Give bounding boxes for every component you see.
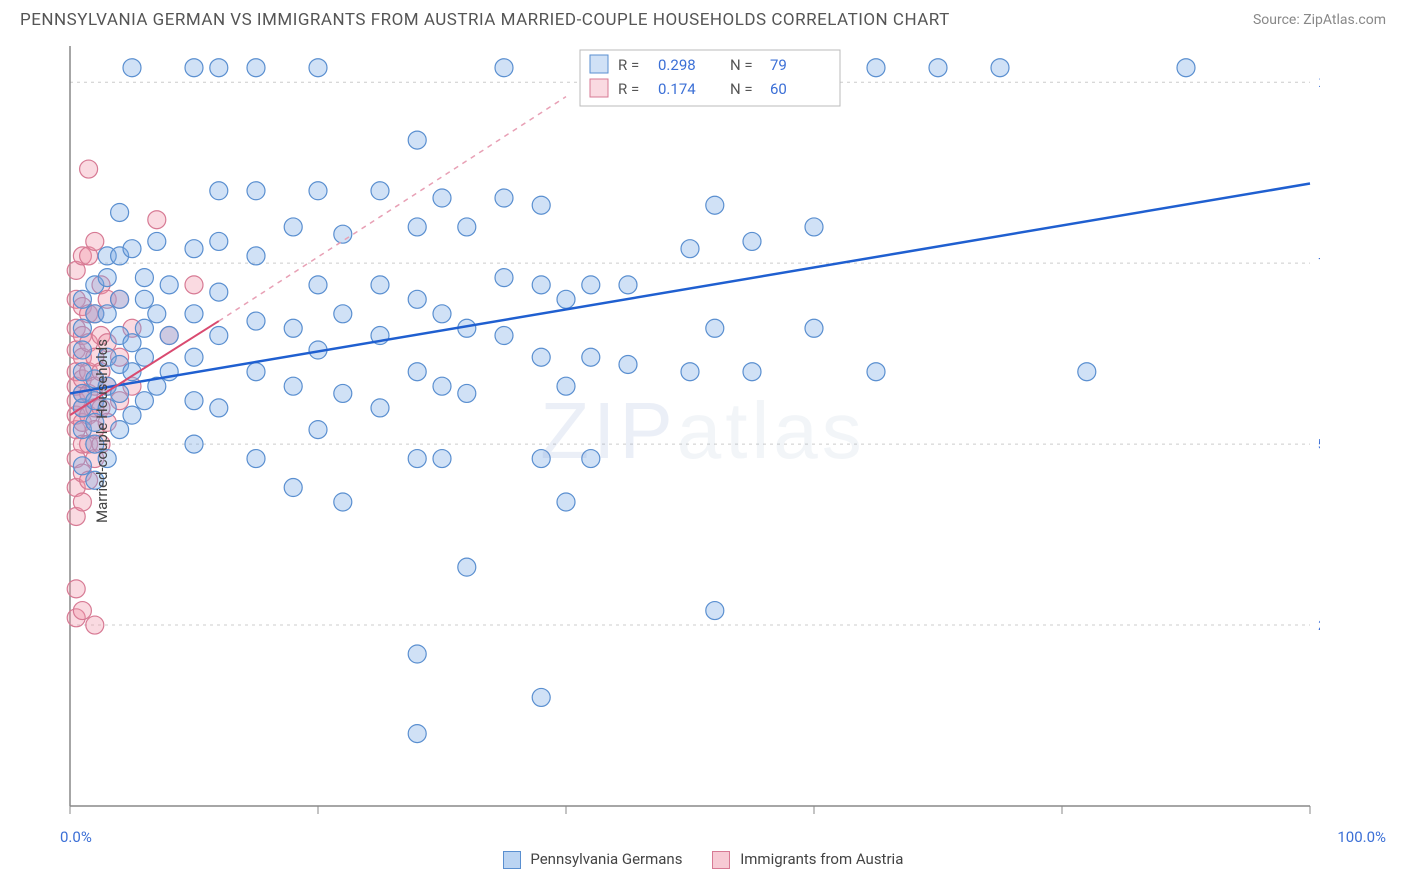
x-axis-labels: 0.0% 100.0% <box>60 828 1386 846</box>
legend-item-austria: Immigrants from Austria <box>712 850 903 869</box>
legend: Pennsylvania Germans Immigrants from Aus… <box>0 850 1406 869</box>
svg-text:N =: N = <box>730 80 753 98</box>
svg-text:R =: R = <box>618 56 639 74</box>
svg-text:75.0%: 75.0% <box>1318 255 1320 272</box>
svg-text:N =: N = <box>730 56 753 74</box>
chart-source: Source: ZipAtlas.com <box>1253 12 1386 28</box>
svg-text:50.0%: 50.0% <box>1318 436 1320 453</box>
chart-header: PENNSYLVANIA GERMAN VS IMMIGRANTS FROM A… <box>0 0 1406 36</box>
svg-text:0.174: 0.174 <box>658 80 696 98</box>
legend-swatch-blue <box>503 851 521 869</box>
chart-title: PENNSYLVANIA GERMAN VS IMMIGRANTS FROM A… <box>20 10 950 30</box>
x-min-label: 0.0% <box>60 828 92 846</box>
svg-text:25.0%: 25.0% <box>1318 617 1320 634</box>
chart-area: Married-couple Households ZIPatlas 25.0%… <box>20 36 1386 826</box>
svg-text:R =: R = <box>618 80 639 98</box>
scatter-chart: 25.0% 50.0% 75.0% 100.0% R = 0.298 N = 79 R = 0.1… <box>20 36 1320 826</box>
svg-text:0.298: 0.298 <box>658 56 696 74</box>
svg-text:100.0%: 100.0% <box>1318 74 1320 91</box>
legend-label: Immigrants from Austria <box>740 850 903 868</box>
svg-text:60: 60 <box>770 80 787 98</box>
svg-text:79: 79 <box>770 56 787 74</box>
x-max-label: 100.0% <box>1337 828 1386 846</box>
legend-item-pa-german: Pennsylvania Germans <box>503 850 683 869</box>
y-axis-label: Married-couple Households <box>93 339 111 523</box>
legend-label: Pennsylvania Germans <box>530 850 682 868</box>
legend-swatch-pink <box>712 851 730 869</box>
